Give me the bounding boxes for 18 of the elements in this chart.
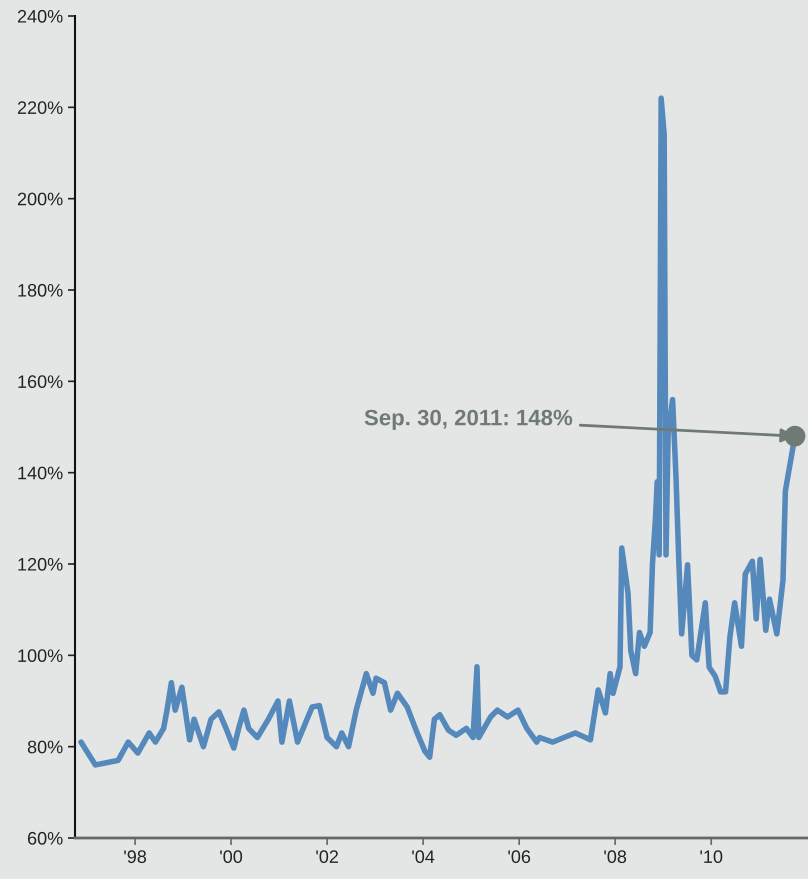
y-tick-label: 60% <box>28 832 63 845</box>
x-tick-label: '10 <box>700 850 722 864</box>
y-tick-label: 180% <box>18 284 63 297</box>
y-tick-label: 220% <box>18 101 63 114</box>
x-tick-label: '06 <box>508 850 530 864</box>
x-tick-label: '04 <box>412 850 434 864</box>
y-tick-label: 160% <box>18 375 63 388</box>
x-tick-label: '00 <box>220 850 242 864</box>
y-tick-label: 100% <box>18 649 63 662</box>
y-tick-label: 240% <box>18 10 63 23</box>
y-tick-label: 80% <box>28 740 63 754</box>
y-tick-label: 120% <box>18 558 63 571</box>
x-tick-label: '98 <box>124 850 146 864</box>
x-tick-label: '02 <box>316 850 338 864</box>
y-tick-label: 140% <box>18 466 63 480</box>
y-tick-label: 200% <box>18 192 63 206</box>
annotation: Sep. 30, 2011: 148% <box>364 410 572 430</box>
x-tick-label: '08 <box>604 850 626 864</box>
